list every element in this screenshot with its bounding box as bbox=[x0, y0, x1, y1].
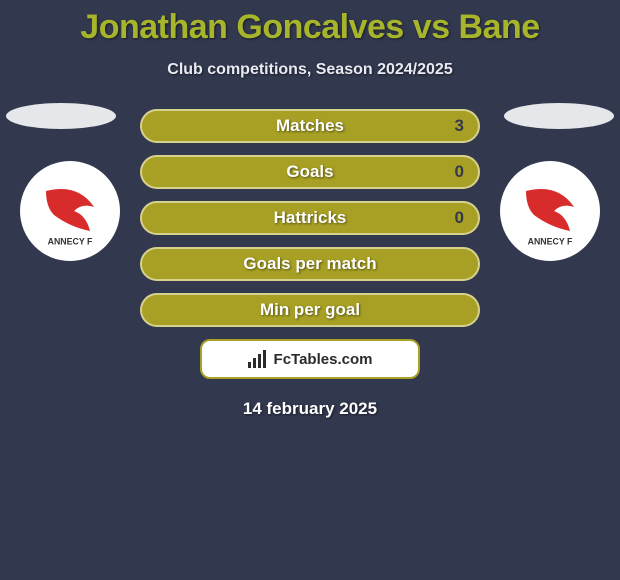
club-logo-right-icon: ANNECY F bbox=[510, 171, 590, 251]
player-left-marker bbox=[6, 103, 116, 129]
bar-1 bbox=[248, 362, 251, 368]
stat-label: Matches bbox=[276, 116, 344, 136]
stat-label: Goals bbox=[286, 162, 333, 182]
bar-2 bbox=[253, 358, 256, 368]
bar-4 bbox=[263, 350, 266, 368]
bar-3 bbox=[258, 354, 261, 368]
date-text: 14 february 2025 bbox=[0, 399, 620, 419]
stat-value-right: 0 bbox=[455, 208, 464, 228]
stat-value-right: 3 bbox=[455, 116, 464, 136]
stat-row: Goals 0 bbox=[140, 155, 480, 189]
stat-row: Matches 3 bbox=[140, 109, 480, 143]
stat-value-right: 0 bbox=[455, 162, 464, 182]
stat-row: Min per goal bbox=[140, 293, 480, 327]
club-logo-left-icon: ANNECY F bbox=[30, 171, 110, 251]
club-badge-right: ANNECY F bbox=[500, 161, 600, 261]
subtitle: Club competitions, Season 2024/2025 bbox=[0, 61, 620, 79]
comparison-card: Jonathan Goncalves vs Bane Club competit… bbox=[0, 0, 620, 580]
stat-row: Hattricks 0 bbox=[140, 201, 480, 235]
stat-label: Hattricks bbox=[274, 208, 347, 228]
player-right-marker bbox=[504, 103, 614, 129]
page-title: Jonathan Goncalves vs Bane bbox=[0, 0, 620, 47]
bars-icon bbox=[248, 350, 266, 368]
club-badge-left: ANNECY F bbox=[20, 161, 120, 261]
stat-row: Goals per match bbox=[140, 247, 480, 281]
brand-pill[interactable]: FcTables.com bbox=[200, 339, 420, 379]
club-left-label: ANNECY F bbox=[48, 237, 93, 247]
club-right-label: ANNECY F bbox=[528, 237, 573, 247]
stats-area: ANNECY F ANNECY F Matches3Goals0Hattrick… bbox=[0, 109, 620, 419]
stat-label: Min per goal bbox=[260, 300, 360, 320]
brand-text: FcTables.com bbox=[274, 351, 373, 368]
stat-label: Goals per match bbox=[243, 254, 376, 274]
